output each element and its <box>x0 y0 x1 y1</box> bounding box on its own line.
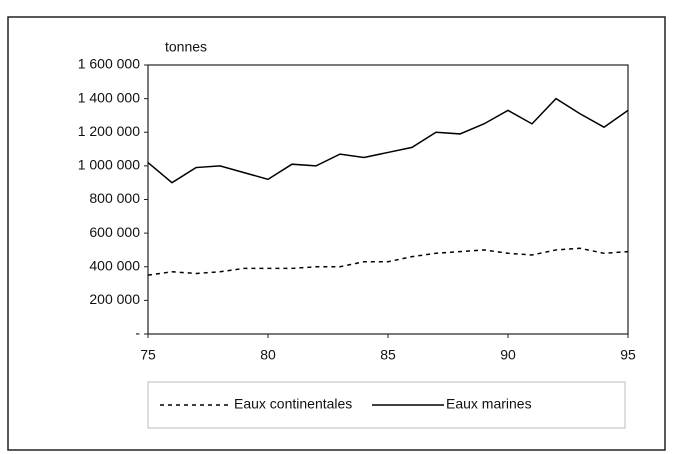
y-tick-label: 1 600 000 <box>78 56 140 72</box>
y-tick-label: 1 000 000 <box>78 157 140 173</box>
y-tick-label: 200 000 <box>89 291 140 307</box>
x-tick-label: 85 <box>380 347 396 363</box>
legend-label: Eaux continentales <box>234 396 352 412</box>
y-tick-label: 600 000 <box>89 224 140 240</box>
x-tick-label: 90 <box>500 347 516 363</box>
x-tick-label: 95 <box>620 347 636 363</box>
y-tick-label: 1 200 000 <box>78 123 140 139</box>
legend-box <box>147 381 626 429</box>
series-line <box>147 97 629 184</box>
y-tick-label: 800 000 <box>89 190 140 206</box>
x-tick-label: 80 <box>260 347 276 363</box>
plot-area <box>147 64 629 335</box>
y-tick-label: 1 400 000 <box>78 89 140 105</box>
y-tick-label: - <box>135 325 140 341</box>
frame <box>7 16 666 451</box>
x-tick-label: 75 <box>140 347 156 363</box>
series-line <box>147 247 629 276</box>
y-unit-label: tonnes <box>165 39 207 55</box>
y-tick-label: 400 000 <box>89 257 140 273</box>
legend-label: Eaux marines <box>446 396 532 412</box>
